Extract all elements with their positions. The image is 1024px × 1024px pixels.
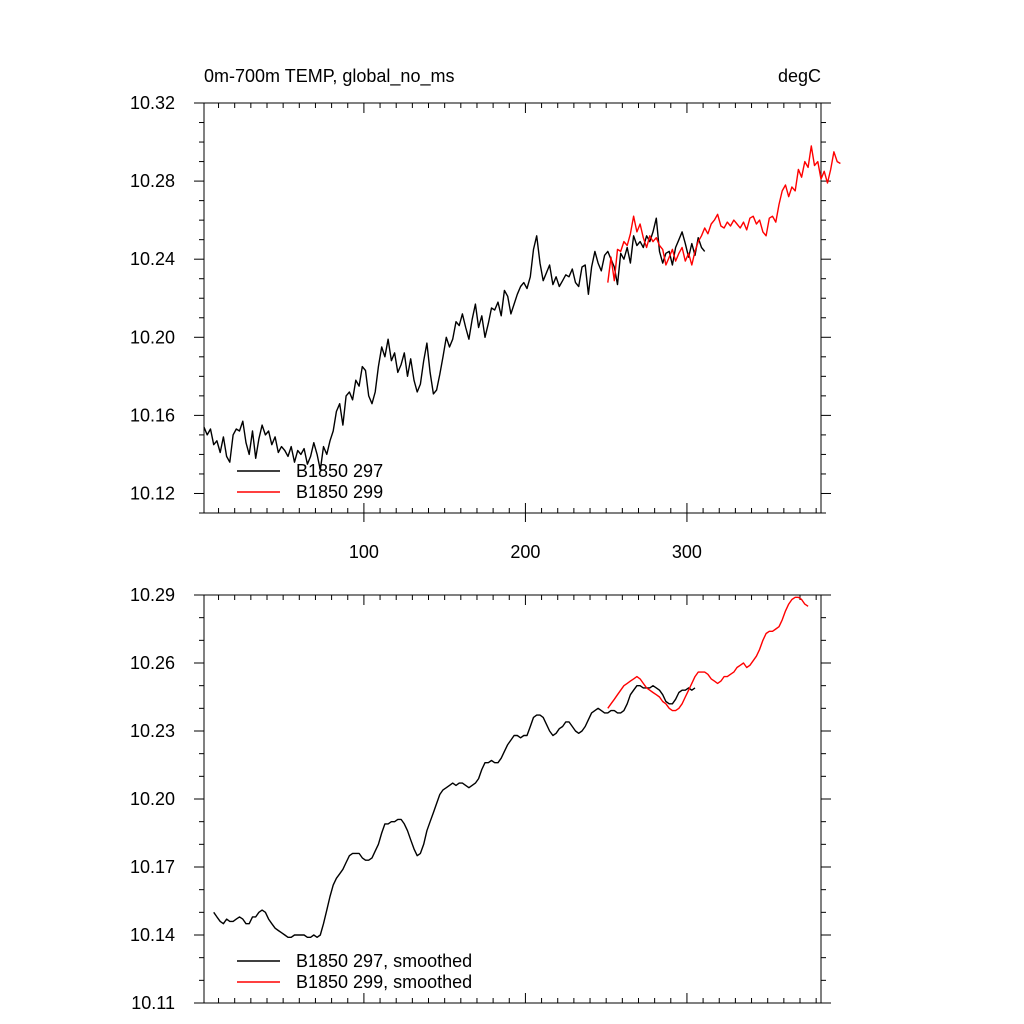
series-line-b1850-299-smoothed — [607, 596, 809, 712]
y-tick-label: 10.26 — [130, 653, 175, 673]
y-tick-label: 10.24 — [130, 249, 175, 269]
x-tick-label: 200 — [510, 542, 540, 562]
y-tick-label: 10.23 — [130, 721, 175, 741]
series-line-b1850-299 — [607, 145, 841, 283]
top-panel: 0m-700m TEMP, global_no_ms degC 100 200 30… — [130, 66, 841, 562]
bottom-panel: 10.11 10.14 10.17 10.20 10.23 10.26 10.29 B1850… — [130, 585, 831, 1013]
y-tick-label: 10.14 — [130, 925, 175, 945]
y-tick-label: 10.20 — [130, 789, 175, 809]
units-label: degC — [778, 66, 821, 86]
y-tick-label: 10.11 — [131, 993, 175, 1013]
legend-label: B1850 297 — [296, 461, 383, 481]
legend-label: B1850 299 — [296, 482, 383, 502]
y-tick-label: 10.17 — [130, 857, 175, 877]
series-line-b1850-297 — [203, 217, 706, 471]
y-tick-label: 10.20 — [130, 327, 175, 347]
y-tick-label: 10.16 — [130, 405, 175, 425]
chart-title: 0m-700m TEMP, global_no_ms — [204, 66, 454, 87]
x-tick-label: 300 — [672, 542, 702, 562]
series-line-b1850-297-smoothed — [213, 685, 696, 938]
y-tick-label: 10.12 — [130, 483, 175, 503]
plot-frame — [203, 102, 822, 514]
legend-label: B1850 299, smoothed — [296, 972, 472, 992]
legend-label: B1850 297, smoothed — [296, 951, 472, 971]
y-tick-label: 10.29 — [130, 585, 175, 605]
x-tick-label: 100 — [349, 542, 379, 562]
y-tick-label: 10.32 — [130, 93, 175, 113]
plot-frame — [203, 594, 822, 1004]
y-tick-label: 10.28 — [130, 171, 175, 191]
